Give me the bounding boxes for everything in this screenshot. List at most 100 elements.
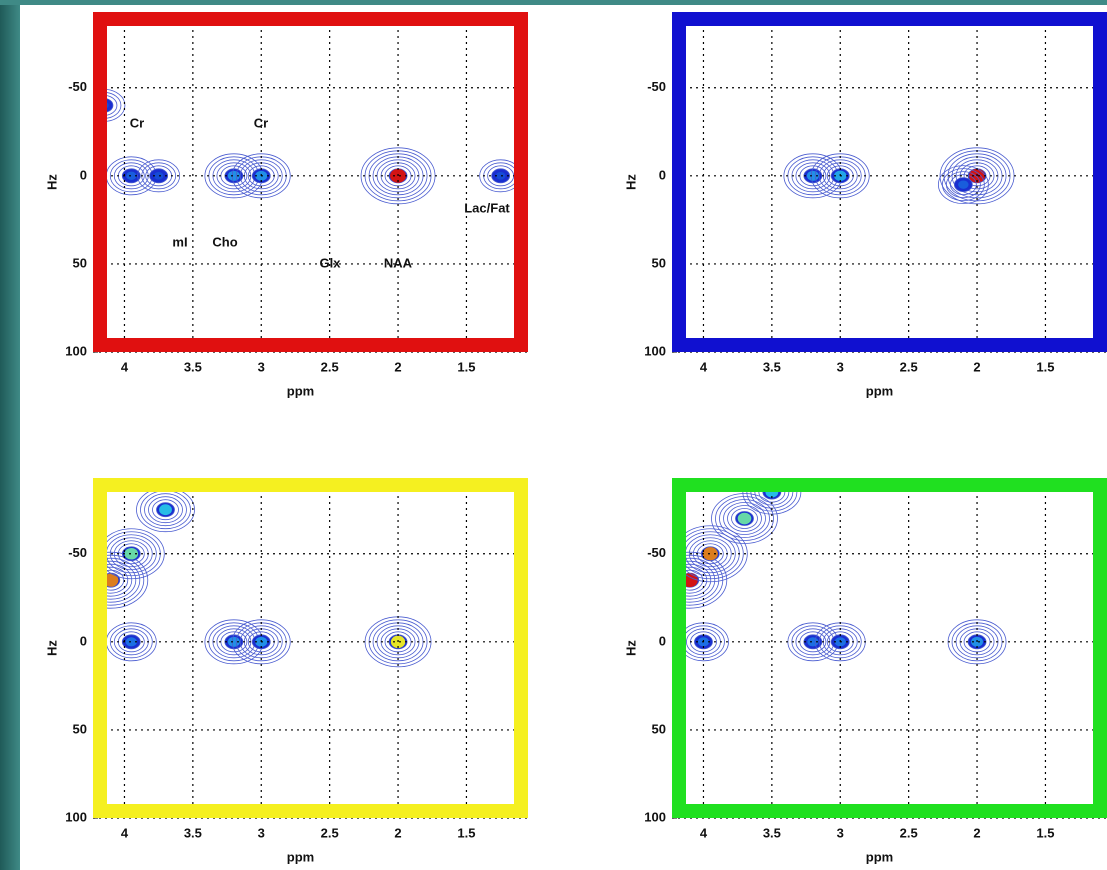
panel-frame: [672, 12, 1107, 352]
contour-ring: [148, 496, 183, 524]
y-tick-label: 100: [65, 343, 87, 358]
x-tick-label: 2: [973, 825, 980, 840]
contour-ring: [686, 569, 704, 591]
x-tick-label: 2: [394, 825, 401, 840]
contour-ring: [144, 493, 187, 527]
contour-ring: [239, 625, 283, 659]
contour-ring: [818, 625, 862, 659]
annotation: Glx: [320, 255, 342, 270]
y-tick-label: 100: [644, 343, 666, 358]
contour-ring: [107, 569, 125, 591]
peak: [159, 504, 172, 516]
contour-ring: [727, 505, 762, 532]
peak: [227, 170, 240, 181]
plot-area: [93, 478, 528, 818]
x-tick-label: 3.5: [763, 825, 781, 840]
contour-ring: [239, 159, 283, 193]
panel-frame: [93, 478, 528, 818]
contour-ring: [107, 528, 165, 580]
x-tick-label: 3.5: [184, 359, 202, 374]
chart-panel: 4 3.5 3 2.5 2 1.5 -50 0 50 100 ppm Hz: [623, 478, 1107, 864]
x-axis-label: ppm: [287, 849, 314, 864]
contour-ring: [376, 159, 420, 193]
contour-ring: [109, 537, 153, 571]
contour-ring: [949, 174, 977, 196]
x-tick-label: 3.5: [184, 825, 202, 840]
annotation: NAA: [384, 255, 413, 270]
peak: [107, 573, 119, 587]
contour-ring: [136, 492, 195, 533]
contour-ring: [107, 89, 126, 122]
y-tick-label: 0: [659, 633, 666, 648]
contour-ring: [107, 95, 118, 116]
contour-ring: [107, 560, 137, 600]
peak: [806, 170, 819, 181]
annotation: Cr: [130, 115, 144, 130]
panel-frame: [93, 12, 528, 352]
contour-ring: [107, 566, 129, 594]
contour-ring: [686, 528, 744, 580]
contour-ring: [955, 625, 999, 659]
peak: [126, 171, 137, 181]
annotation: Cr: [254, 115, 268, 130]
y-tick-label: 0: [80, 167, 87, 182]
plot-area: [672, 478, 1107, 818]
x-tick-label: 3: [837, 359, 844, 374]
contour-ring: [688, 537, 732, 571]
contour-ring: [152, 499, 179, 521]
peak: [227, 636, 240, 647]
x-axis-label: ppm: [287, 383, 314, 398]
contour-ring: [107, 622, 157, 662]
x-tick-label: 2: [973, 359, 980, 374]
x-tick-label: 1.5: [457, 825, 475, 840]
chart-panel: 4 3.5 3 2.5 2 1.5 -50 0 50 100 ppm Hz: [44, 478, 528, 864]
y-tick-label: -50: [647, 79, 666, 94]
peak: [702, 547, 718, 561]
y-tick-label: -50: [647, 545, 666, 560]
x-tick-label: 2.5: [900, 825, 918, 840]
contour-ring: [686, 625, 725, 659]
y-axis-label: Hz: [44, 174, 59, 190]
contour-ring: [746, 492, 798, 512]
contour-ring: [107, 554, 145, 606]
annotation: Cho: [212, 234, 237, 249]
y-tick-label: -50: [68, 79, 87, 94]
peak: [737, 512, 752, 525]
x-tick-label: 4: [700, 359, 708, 374]
x-tick-label: 4: [121, 825, 129, 840]
peak: [958, 180, 969, 189]
contour-ring: [376, 625, 420, 659]
x-tick-label: 3: [258, 359, 265, 374]
contour-ring: [479, 159, 514, 193]
x-tick-label: 2.5: [321, 825, 339, 840]
y-tick-label: 100: [65, 809, 87, 824]
contour-ring: [107, 534, 157, 574]
contour-ring: [818, 159, 862, 193]
chart-panel: 4 3.5 3 2.5 2 1.5 -50 0 50 100 ppm Hz Cr Cr mI Cho Glx NA…: [44, 12, 528, 398]
peak: [495, 172, 506, 180]
y-tick-label: 100: [644, 809, 666, 824]
contour-ring: [941, 168, 985, 202]
annotation: mI: [172, 234, 187, 249]
contours: [686, 492, 1007, 665]
contour-ring: [107, 92, 122, 119]
contour-ring: [137, 159, 181, 193]
contour-ring: [723, 502, 766, 535]
contour-ring: [711, 493, 778, 544]
x-tick-label: 3: [837, 825, 844, 840]
peak: [124, 547, 139, 560]
y-tick-label: 0: [659, 167, 666, 182]
x-axis-label: ppm: [866, 383, 893, 398]
y-tick-label: 50: [73, 255, 87, 270]
y-tick-label: 50: [652, 255, 666, 270]
x-tick-label: 3.5: [763, 359, 781, 374]
y-tick-label: -50: [68, 545, 87, 560]
plot-area: [93, 12, 528, 352]
x-tick-label: 1.5: [1036, 359, 1054, 374]
contour-ring: [686, 560, 716, 600]
contour-ring: [686, 566, 708, 594]
y-axis-label: Hz: [44, 640, 59, 656]
side-band: [0, 0, 20, 870]
